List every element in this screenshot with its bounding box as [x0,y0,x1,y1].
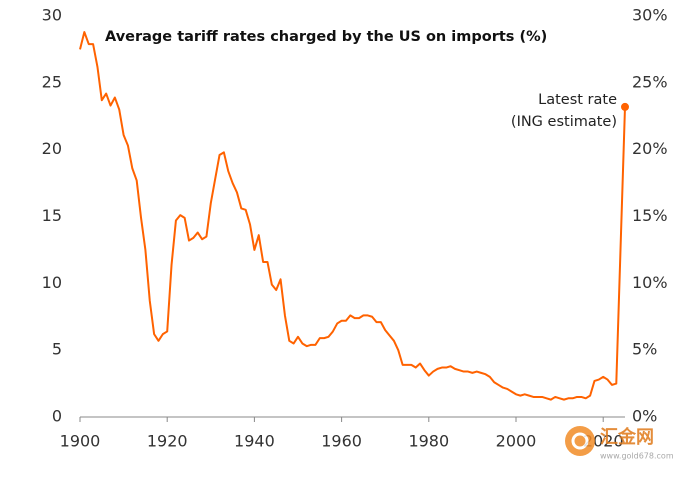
y2-tick-label: 10% [632,273,668,292]
latest-point [621,102,629,111]
watermark-url: www.gold678.com [600,452,674,461]
y2-tick-label: 5% [632,340,657,359]
y-tick-label: 10 [42,273,62,292]
y-tick-label: 25 [42,72,62,91]
x-tick-label: 1980 [408,432,449,451]
x-tick-label: 1920 [147,432,188,451]
watermark-logo [565,426,595,456]
y2-tick-label: 25% [632,72,668,91]
y-tick-label: 0 [52,407,62,426]
line [79,31,626,401]
y-tick-label: 30 [42,6,62,25]
annotation: (ING estimate) [511,114,617,130]
annotation: Latest rate [538,92,617,108]
x-tick-label: 1900 [60,432,101,451]
y2-tick-label: 20% [632,139,668,158]
watermark-name: 汇金网 [600,426,654,448]
chart-title: Average tariff rates charged by the US o… [105,29,547,45]
y2-tick-label: 15% [632,206,668,225]
y2-tick-label: 0% [632,407,657,426]
y-tick-label: 5 [52,340,62,359]
x-tick-label: 2000 [496,432,537,451]
watermark: 汇金网 www.gold678.com [565,426,674,461]
x-tick-label: 1960 [321,432,362,451]
y2-tick-label: 30% [632,6,668,25]
watermark-logo [571,432,589,450]
x-tick-label: 1940 [234,432,275,451]
y-tick-label: 20 [42,139,62,158]
y-tick-label: 15 [42,206,62,225]
